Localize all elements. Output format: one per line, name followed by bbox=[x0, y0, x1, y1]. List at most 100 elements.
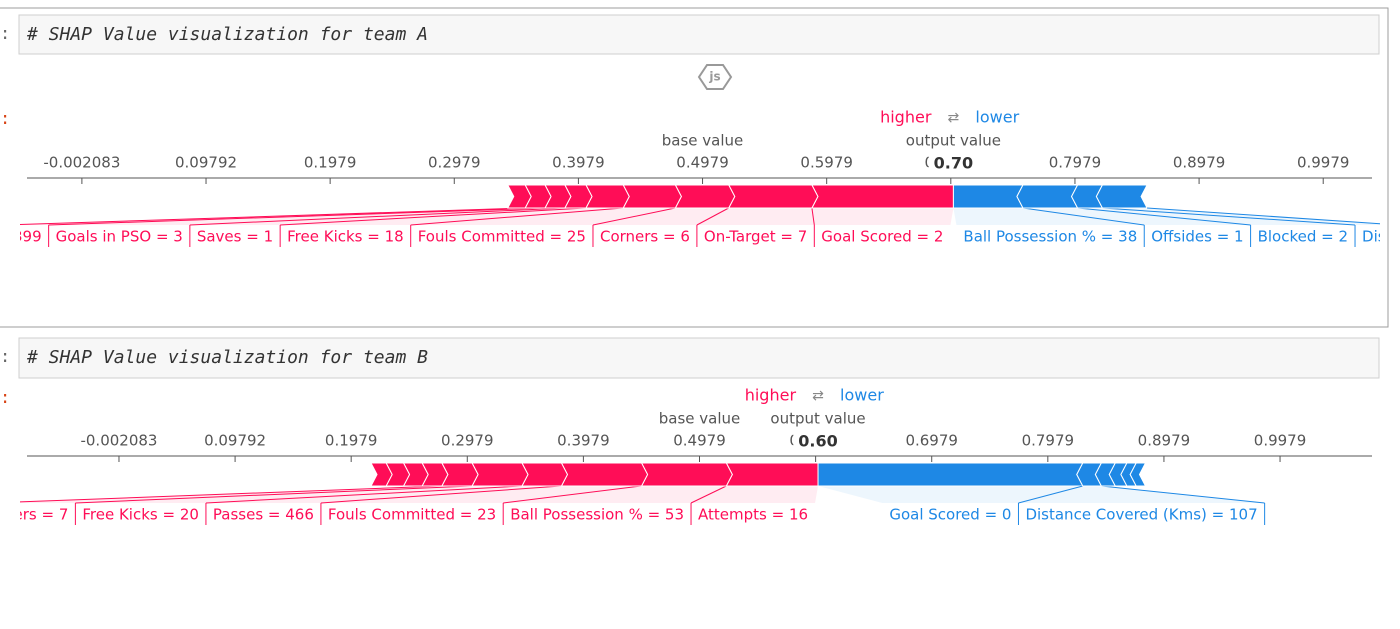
x-tick-label: 0.8979 bbox=[1173, 154, 1226, 172]
feature-label: rners = 7 bbox=[0, 506, 68, 524]
input-area[interactable] bbox=[18, 14, 1380, 55]
code: # SHAP Value visualization for team B bbox=[26, 347, 428, 368]
shap-segment bbox=[725, 462, 819, 487]
x-tick-label: 0.5979 bbox=[800, 154, 853, 172]
shap-segment bbox=[674, 184, 736, 209]
label-separator bbox=[1101, 485, 1265, 504]
label-separator bbox=[189, 207, 565, 226]
legend-higher: higher bbox=[880, 108, 932, 127]
x-tick-label: 0.9979 bbox=[1297, 154, 1350, 172]
x-tick-label: 0.2979 bbox=[428, 154, 481, 172]
feature-label: Ball Possession % = 38 bbox=[963, 228, 1137, 246]
output-value-bg bbox=[928, 154, 979, 174]
shap-segment bbox=[727, 184, 819, 209]
shap-segment bbox=[560, 462, 649, 487]
output-value: 0.60 bbox=[798, 432, 837, 451]
feature-label: Ball Possession % = 53 bbox=[510, 506, 684, 524]
force-plot: higher ⇄ lower base value output value -0.002… bbox=[13, 108, 1380, 247]
legend-lower: lower bbox=[840, 386, 884, 405]
shap-segment bbox=[622, 184, 682, 209]
x-tick-label: 0.9979 bbox=[1254, 432, 1307, 450]
feature-label: Fouls Committed = 23 bbox=[328, 506, 496, 524]
feature-label: Saves = 1 bbox=[197, 228, 273, 246]
x-tick-label: -0.002083 bbox=[43, 154, 120, 172]
output-value-label: output value bbox=[906, 132, 1001, 150]
label-connector bbox=[320, 486, 642, 503]
input-prompt: : bbox=[0, 347, 10, 367]
shap-segment bbox=[506, 184, 532, 209]
label-connector bbox=[691, 486, 819, 503]
output-value: 0.70 bbox=[934, 154, 973, 173]
feature-label: Free Kicks = 18 bbox=[287, 228, 404, 246]
feature-label: Attempts = 16 bbox=[698, 506, 808, 524]
label-separator bbox=[690, 485, 727, 504]
label-separator bbox=[1018, 485, 1083, 504]
label-connector bbox=[1022, 208, 1251, 225]
feature-label: Corners = 6 bbox=[600, 228, 690, 246]
x-tick-label: 0.3979 bbox=[552, 154, 605, 172]
legend-arrows: ⇄ bbox=[948, 110, 960, 126]
legend-higher: higher bbox=[745, 386, 797, 405]
label-separator bbox=[1022, 207, 1145, 226]
label-connector bbox=[818, 486, 1083, 503]
feature-label: Free Kicks = 20 bbox=[82, 506, 199, 524]
label-connector bbox=[811, 208, 954, 225]
code: # SHAP Value visualization for team A bbox=[26, 24, 428, 45]
label-connector bbox=[503, 486, 727, 503]
x-tick-label: 0.3979 bbox=[557, 432, 610, 450]
x-tick-label: 0.09792 bbox=[175, 154, 237, 172]
label-separator bbox=[320, 485, 562, 504]
feature-label: Distance Covered (Kms) = 107 bbox=[1025, 506, 1257, 524]
x-tick-label: 0.8979 bbox=[1138, 432, 1191, 450]
force-plot: higher ⇄ lower base value output value -0.002… bbox=[0, 386, 1372, 525]
feature-label: 399 bbox=[13, 228, 42, 246]
x-tick-label: 0.7979 bbox=[1049, 154, 1102, 172]
label-separator bbox=[811, 207, 815, 226]
label-separator bbox=[280, 207, 587, 226]
label-separator bbox=[48, 207, 546, 226]
x-tick-label: 0.1979 bbox=[304, 154, 357, 172]
shap-segment bbox=[471, 462, 529, 487]
cell-border bbox=[0, 7, 1389, 328]
x-tick-label: 0.4979 bbox=[676, 154, 729, 172]
feature-label: Goals in PSO = 3 bbox=[56, 228, 183, 246]
label-connector bbox=[592, 208, 729, 225]
output-value-bg bbox=[793, 432, 843, 452]
plots: higher ⇄ lower base value output value -0.002… bbox=[0, 108, 1380, 525]
label-connector bbox=[75, 486, 522, 503]
shap-segment bbox=[1016, 184, 1079, 209]
feature-label: Goal Scored = 0 bbox=[889, 506, 1011, 524]
x-tick-label: -0.002083 bbox=[80, 432, 157, 450]
output-prompt: : bbox=[0, 388, 10, 408]
label-separator bbox=[1077, 207, 1251, 226]
label-separator bbox=[410, 207, 624, 226]
legend-lower: lower bbox=[975, 108, 1019, 127]
shap-segment bbox=[521, 462, 569, 487]
label-connector bbox=[696, 208, 815, 225]
shap-segment bbox=[1129, 462, 1147, 487]
input-area[interactable] bbox=[18, 337, 1380, 379]
feature-label: Blocked = 2 bbox=[1258, 228, 1348, 246]
feature-label: Offsides = 1 bbox=[1151, 228, 1243, 246]
svg-text:js: js bbox=[708, 70, 720, 84]
label-separator bbox=[20, 207, 526, 226]
x-tick-label: 0.7979 bbox=[1022, 432, 1075, 450]
feature-label: Fouls Committed = 25 bbox=[418, 228, 586, 246]
label-connector bbox=[1018, 486, 1265, 503]
label-connector bbox=[20, 486, 473, 503]
base-value-label: base value bbox=[659, 410, 741, 428]
label-separator bbox=[592, 207, 676, 226]
label-separator bbox=[20, 485, 442, 503]
shap-segment bbox=[1095, 184, 1148, 209]
label-separator bbox=[205, 485, 522, 504]
label-separator bbox=[1102, 207, 1356, 226]
input-prompt: : bbox=[0, 24, 10, 44]
label-connector bbox=[410, 208, 676, 225]
x-tick-label: 0.09792 bbox=[204, 432, 266, 450]
label-separator bbox=[1147, 207, 1380, 225]
feature-label: Passes = 466 bbox=[213, 506, 314, 524]
label-connector bbox=[280, 208, 624, 225]
shap-segment bbox=[952, 184, 1024, 209]
